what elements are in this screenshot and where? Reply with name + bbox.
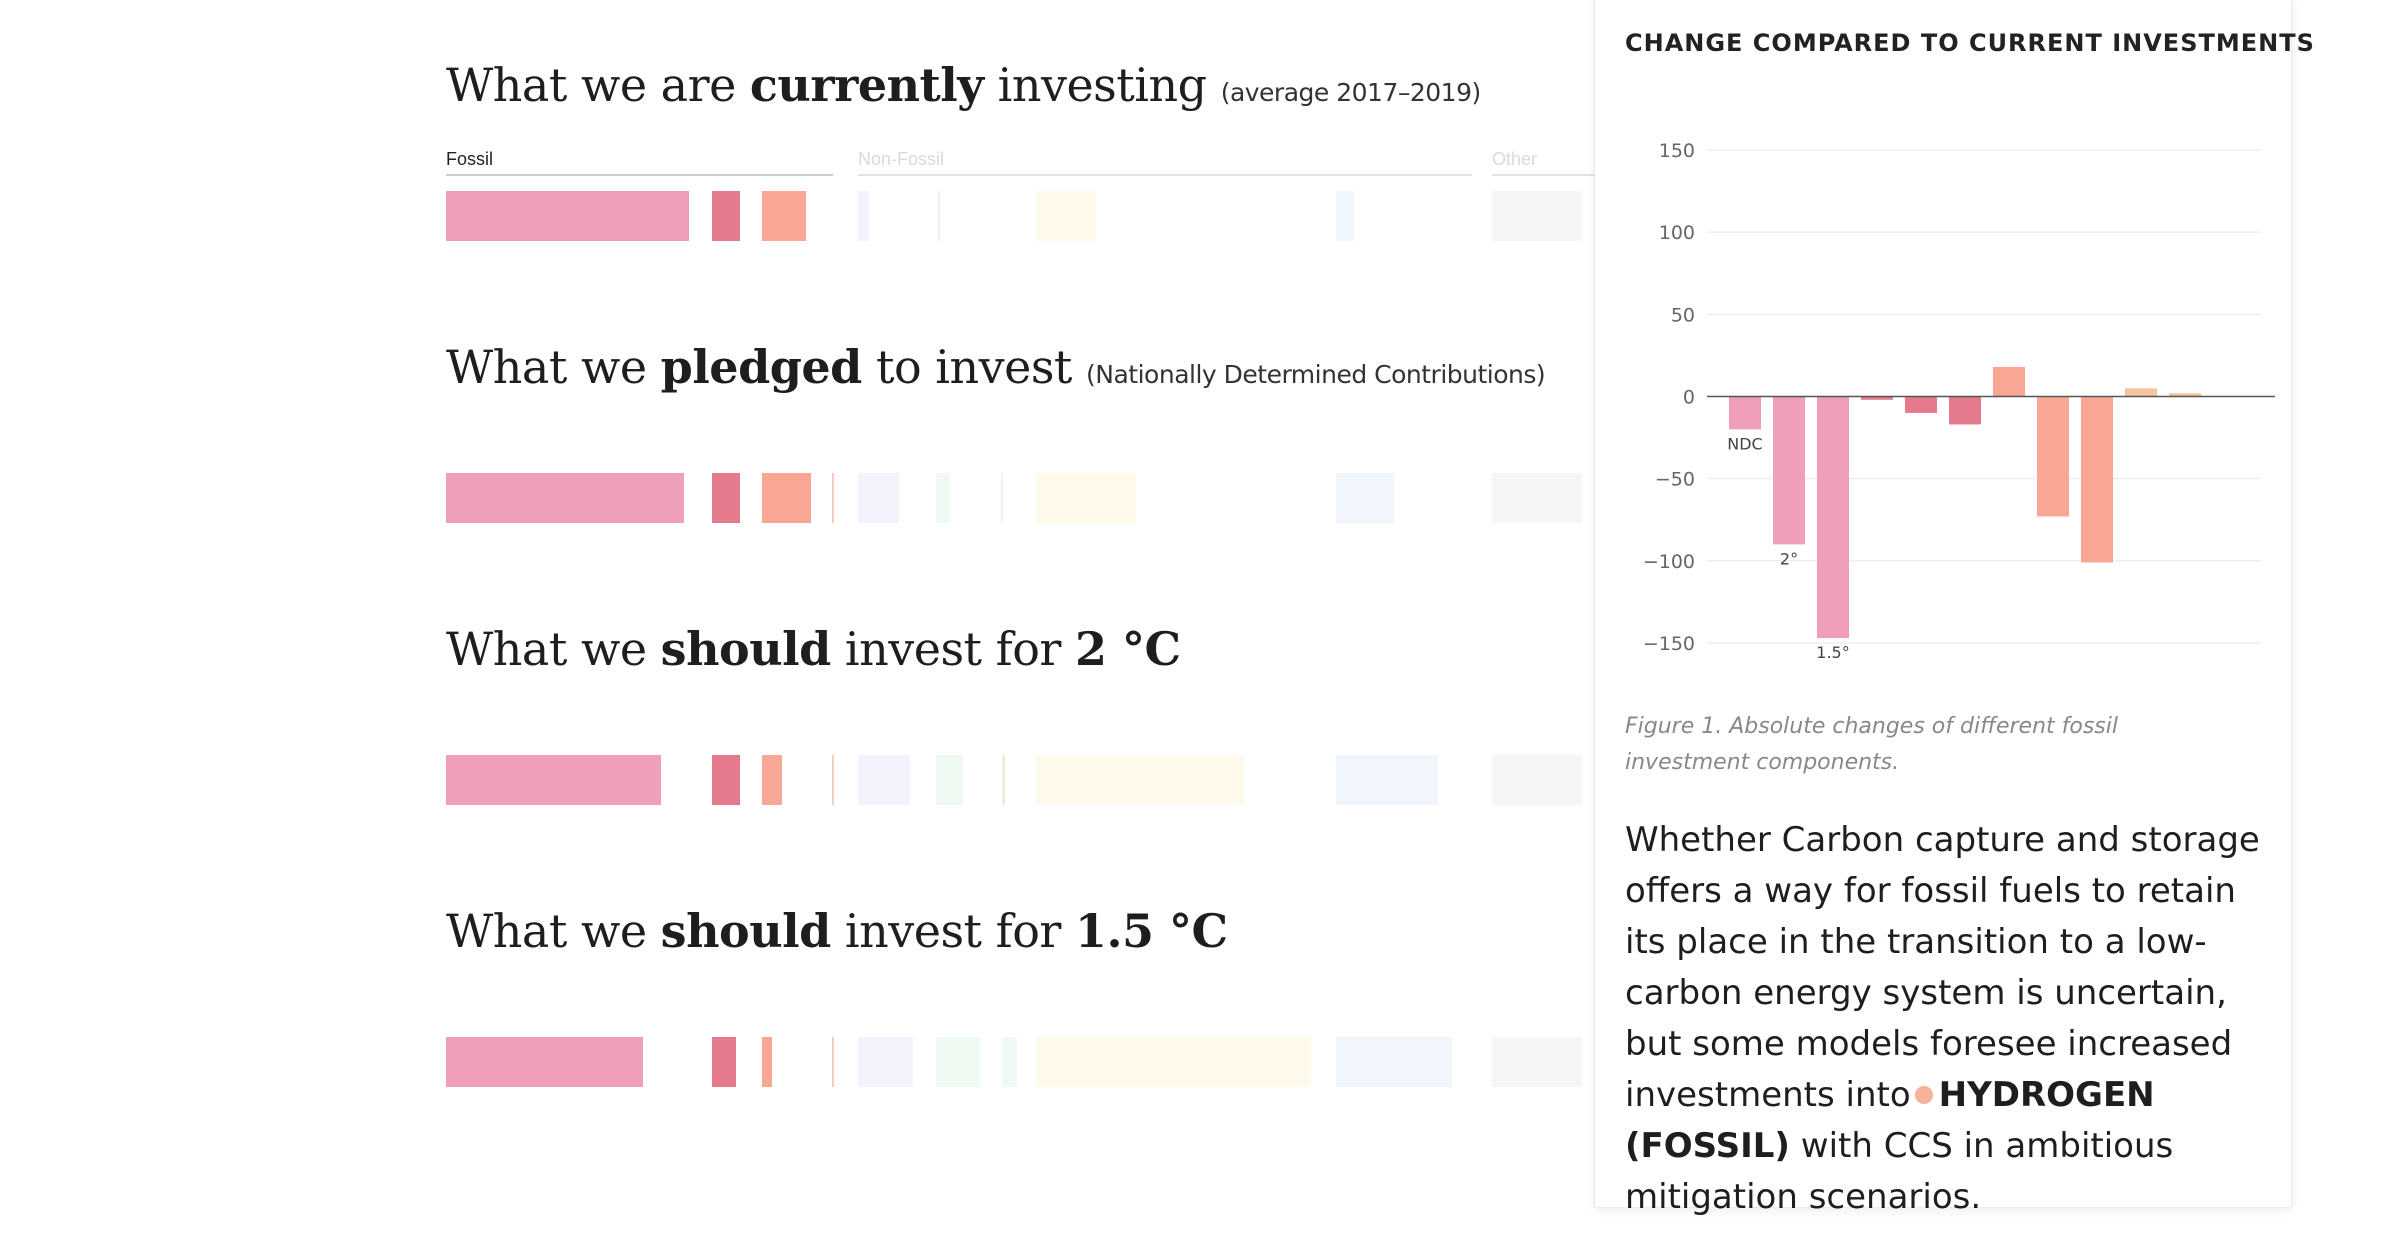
investment-bar [446, 755, 661, 805]
category-other-label: Other [1492, 149, 1612, 176]
investment-bar [1002, 1037, 1017, 1087]
investment-bar [858, 1037, 913, 1087]
bar-row-1-5c [446, 1037, 1646, 1087]
y-tick-label: −50 [1655, 469, 1695, 491]
investment-bar [1336, 1037, 1452, 1087]
investment-bar [446, 191, 689, 241]
investment-bar [712, 755, 740, 805]
bar-label: NDC [1727, 434, 1762, 453]
bar-row-2c [446, 755, 1646, 805]
investment-bar [832, 473, 834, 523]
investment-bar [446, 473, 684, 523]
investment-bar [762, 755, 782, 805]
panel-title: CHANGE COMPARED TO CURRENT INVESTMENTS [1625, 29, 2315, 57]
investment-bar [1001, 473, 1003, 523]
y-tick-label: 150 [1659, 140, 1695, 162]
chart-bar [1949, 396, 1981, 425]
investment-bar [938, 191, 940, 241]
section-heading: What we pledged to invest (Nationally De… [446, 340, 1546, 394]
chart-bar [1993, 366, 2025, 397]
chart-bar [2169, 393, 2201, 397]
section-current: What we are currently investing (average… [446, 62, 1646, 108]
investment-bar [712, 473, 740, 523]
y-tick-label: 100 [1659, 222, 1695, 244]
investment-bar [1036, 191, 1096, 241]
investment-bar [936, 755, 963, 805]
investment-bar [762, 473, 811, 523]
investment-bar [712, 1037, 736, 1087]
section-1-5c: What we should invest for 1.5 °C [446, 908, 1646, 954]
y-tick-label: −100 [1643, 551, 1695, 573]
investment-bar [762, 191, 806, 241]
y-tick-label: 50 [1671, 304, 1695, 326]
section-heading: What we should invest for 1.5 °C [446, 904, 1228, 958]
chart-bar [2081, 396, 2113, 563]
investment-bar [1492, 473, 1582, 523]
chart-bar [1905, 396, 1937, 413]
investment-bar [762, 1037, 772, 1087]
investment-bar [1336, 473, 1394, 523]
change-bar-chart: 150 100 50 0 −50 −100 −150 NDC 2° 1.5° [1643, 140, 2275, 662]
bar-label: 1.5° [1816, 643, 1849, 662]
category-fossil-label: Fossil [446, 149, 833, 176]
chart-bar [1729, 396, 1761, 430]
hydrogen-fossil-highlight: HYDROGEN (FOSSIL) [1625, 1075, 2155, 1166]
investment-bar [858, 473, 899, 523]
investment-bar [1492, 191, 1582, 241]
chart-bar [1861, 396, 1893, 400]
panel-body-text: Whether Carbon capture and storage offer… [1625, 820, 2260, 1217]
investment-bar [936, 1037, 980, 1087]
bar-row-pledged [446, 473, 1646, 523]
investment-bar [1492, 755, 1582, 805]
bar-row-current [446, 191, 1646, 241]
investment-bar [832, 1037, 834, 1087]
bar-label: 2° [1780, 549, 1798, 568]
section-2c: What we should invest for 2 °C [446, 626, 1646, 672]
section-pledged: What we pledged to invest (Nationally De… [446, 344, 1646, 390]
category-non-fossil-label: Non-Fossil [858, 149, 1472, 176]
investment-bar [1036, 1037, 1311, 1087]
investment-bar [1002, 755, 1005, 805]
hydrogen-fossil-dot-icon [1914, 1086, 1933, 1104]
chart-bar [1773, 396, 1805, 545]
y-tick-label: 0 [1683, 387, 1695, 409]
investment-bar [1036, 755, 1244, 805]
figure-caption: Figure 1. Absolute changes of different … [1625, 714, 2118, 775]
chart-bar [2037, 396, 2069, 517]
investment-bar [858, 191, 869, 241]
chart-bar [1817, 396, 1849, 639]
section-heading: What we should invest for 2 °C [446, 622, 1181, 676]
investment-bar [1336, 755, 1438, 805]
investment-bar [1036, 473, 1136, 523]
investment-bar [1492, 1037, 1582, 1087]
investment-bar [832, 755, 834, 805]
category-labels: Fossil Non-Fossil Other [446, 149, 1646, 179]
investment-bar [712, 191, 740, 241]
side-panel: CHANGE COMPARED TO CURRENT INVESTMENTS 1… [1594, 0, 2314, 1217]
investment-bar [858, 755, 910, 805]
investment-bar [1336, 191, 1354, 241]
chart-bar [2125, 388, 2157, 397]
investment-bar [446, 1037, 643, 1087]
section-heading: What we are currently investing (average… [446, 58, 1481, 112]
y-tick-label: −150 [1643, 633, 1695, 655]
investment-bar [936, 473, 950, 523]
